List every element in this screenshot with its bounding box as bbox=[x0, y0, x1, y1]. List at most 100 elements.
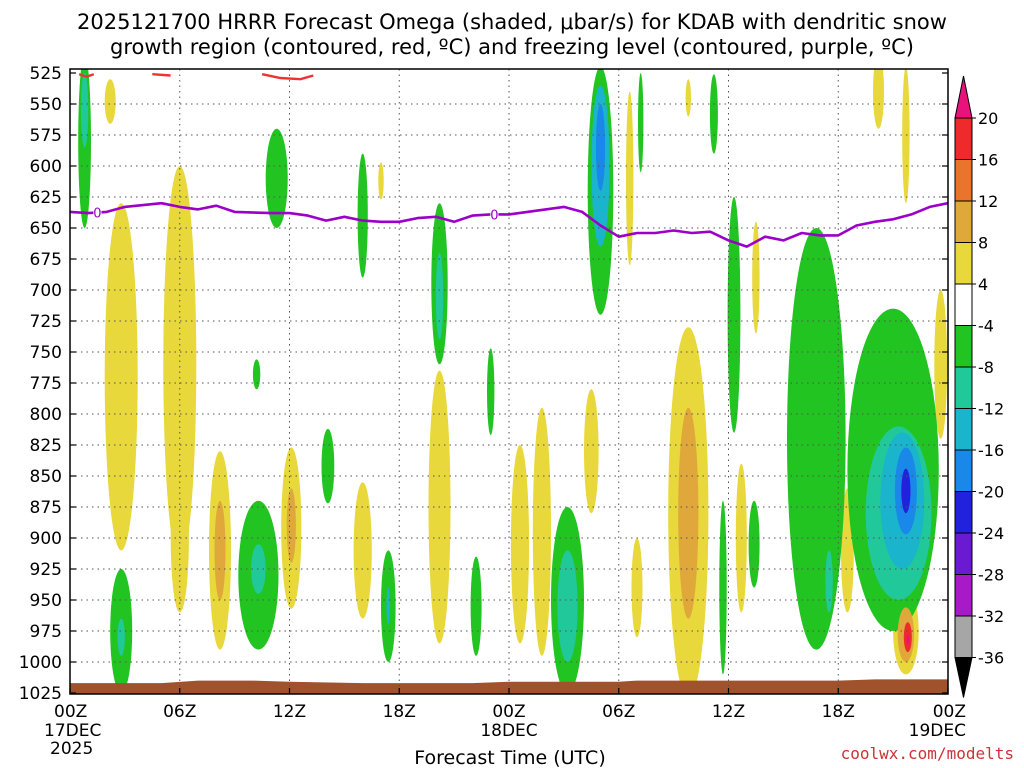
x-tick-year: 2025 bbox=[50, 739, 93, 759]
colorbar: 20 16 12 8 4 -4 -8 -12 -16 -20 -24 -28 -32 -36 bbox=[954, 75, 1004, 698]
dendritic-growth-contour bbox=[152, 73, 171, 77]
freezing-level-label: 0 bbox=[490, 208, 498, 223]
omega-region bbox=[510, 445, 530, 644]
x-tick-label: 18Z bbox=[383, 702, 416, 722]
colorbar-bin bbox=[954, 366, 973, 409]
x-axis-title: Forecast Time (UTC) bbox=[414, 747, 605, 768]
y-tick-label: 1025 bbox=[19, 684, 62, 704]
colorbar-bin bbox=[954, 242, 973, 285]
omega-region bbox=[626, 91, 634, 266]
freezing-level-label-bg bbox=[490, 207, 499, 221]
x-tick-label: 00Z bbox=[492, 702, 525, 722]
omega-region bbox=[286, 488, 296, 563]
colorbar-bin bbox=[954, 159, 973, 202]
colorbar-label: -20 bbox=[978, 483, 1004, 502]
omega-region bbox=[748, 500, 760, 588]
omega-region bbox=[906, 634, 910, 645]
omega-region bbox=[435, 252, 444, 340]
y-tick-label: 550 bbox=[30, 95, 62, 115]
dendritic-growth-contour bbox=[78, 73, 95, 78]
chart-title-line-1: 2025121700 HRRR Forecast Omega (shaded, … bbox=[77, 10, 947, 34]
x-tick-date: 17DEC bbox=[44, 721, 101, 741]
dendritic-growth-contour bbox=[261, 73, 314, 81]
colorbar-bin bbox=[954, 325, 973, 368]
y-tick-label: 900 bbox=[30, 529, 62, 549]
colorbar-bin bbox=[954, 615, 973, 658]
omega-region bbox=[709, 74, 718, 154]
x-tick-label: 06Z bbox=[163, 702, 196, 722]
omega-region bbox=[934, 290, 948, 439]
omega-region bbox=[104, 203, 138, 551]
y-tick-label: 675 bbox=[30, 250, 62, 270]
omega-region bbox=[873, 69, 884, 129]
colorbar-label: 20 bbox=[978, 109, 998, 128]
omega-region bbox=[727, 196, 741, 433]
omega-region bbox=[470, 556, 482, 656]
omega-region bbox=[678, 407, 699, 619]
omega-region bbox=[787, 227, 846, 650]
chart-title-line-2: growth region (contoured, red, ºC) and f… bbox=[110, 35, 914, 59]
y-tick-label: 525 bbox=[30, 64, 62, 84]
y-tick-label: 975 bbox=[30, 622, 62, 642]
colorbar-bin bbox=[954, 283, 973, 326]
x-tick-label: 18Z bbox=[822, 702, 855, 722]
omega-region bbox=[595, 103, 606, 191]
omega-region bbox=[214, 500, 226, 600]
omega-region bbox=[163, 166, 197, 563]
y-tick-label: 650 bbox=[30, 219, 62, 239]
x-tick-label: 12Z bbox=[273, 702, 306, 722]
colorbar-label: -28 bbox=[978, 566, 1004, 585]
grid-lines bbox=[70, 69, 948, 694]
freezing-level-contour bbox=[70, 201, 948, 248]
y-tick-label: 750 bbox=[30, 343, 62, 363]
omega-region bbox=[104, 79, 116, 124]
x-tick-label: 12Z bbox=[712, 702, 745, 722]
y-tick-label: 925 bbox=[30, 560, 62, 580]
x-tick-label: 00Z bbox=[933, 702, 966, 722]
credit-text: coolwx.com/modelts bbox=[841, 744, 1014, 763]
x-tick-label: 00Z bbox=[54, 702, 87, 722]
colorbar-bin bbox=[954, 574, 973, 617]
omega-region bbox=[638, 73, 644, 173]
y-tick-label: 825 bbox=[30, 436, 62, 456]
omega-region bbox=[752, 221, 760, 334]
colorbar-label: -16 bbox=[978, 441, 1004, 460]
colorbar-bin bbox=[954, 408, 973, 451]
y-tick-label: 625 bbox=[30, 188, 62, 208]
colorbar-bin bbox=[954, 532, 973, 575]
omega-region bbox=[357, 153, 368, 278]
omega-region bbox=[719, 500, 727, 675]
omega-region bbox=[321, 428, 335, 504]
colorbar-label: 8 bbox=[978, 234, 988, 253]
x-tick-date: 18DEC bbox=[480, 721, 537, 741]
omega-region bbox=[386, 587, 391, 625]
colorbar-label: 4 bbox=[978, 275, 988, 294]
colorbar-label: -4 bbox=[978, 317, 994, 336]
y-tick-label: 850 bbox=[30, 467, 62, 487]
colorbar-label: -12 bbox=[978, 400, 1004, 419]
omega-region bbox=[825, 550, 833, 613]
colorbar-label: -8 bbox=[978, 358, 994, 377]
y-tick-label: 725 bbox=[30, 312, 62, 332]
freezing-level-label-bg bbox=[93, 205, 102, 219]
omega-region bbox=[902, 69, 910, 204]
y-tick-label: 950 bbox=[30, 591, 62, 611]
colorbar-bottom-arrow bbox=[954, 657, 973, 698]
y-tick-label: 1000 bbox=[19, 653, 62, 673]
y-tick-label: 875 bbox=[30, 498, 62, 518]
omega-region bbox=[685, 79, 691, 117]
x-tick-date: 19DEC bbox=[909, 721, 966, 741]
omega-region bbox=[265, 128, 288, 228]
colorbar-bin bbox=[954, 491, 973, 534]
freezing-level-label: 0 bbox=[93, 207, 101, 222]
omega-region bbox=[557, 550, 578, 662]
colorbar-label: -24 bbox=[978, 524, 1004, 543]
colorbar-top-arrow bbox=[954, 75, 973, 119]
colorbar-label: 16 bbox=[978, 151, 998, 170]
y-tick-label: 800 bbox=[30, 405, 62, 425]
colorbar-label: -36 bbox=[978, 649, 1004, 668]
